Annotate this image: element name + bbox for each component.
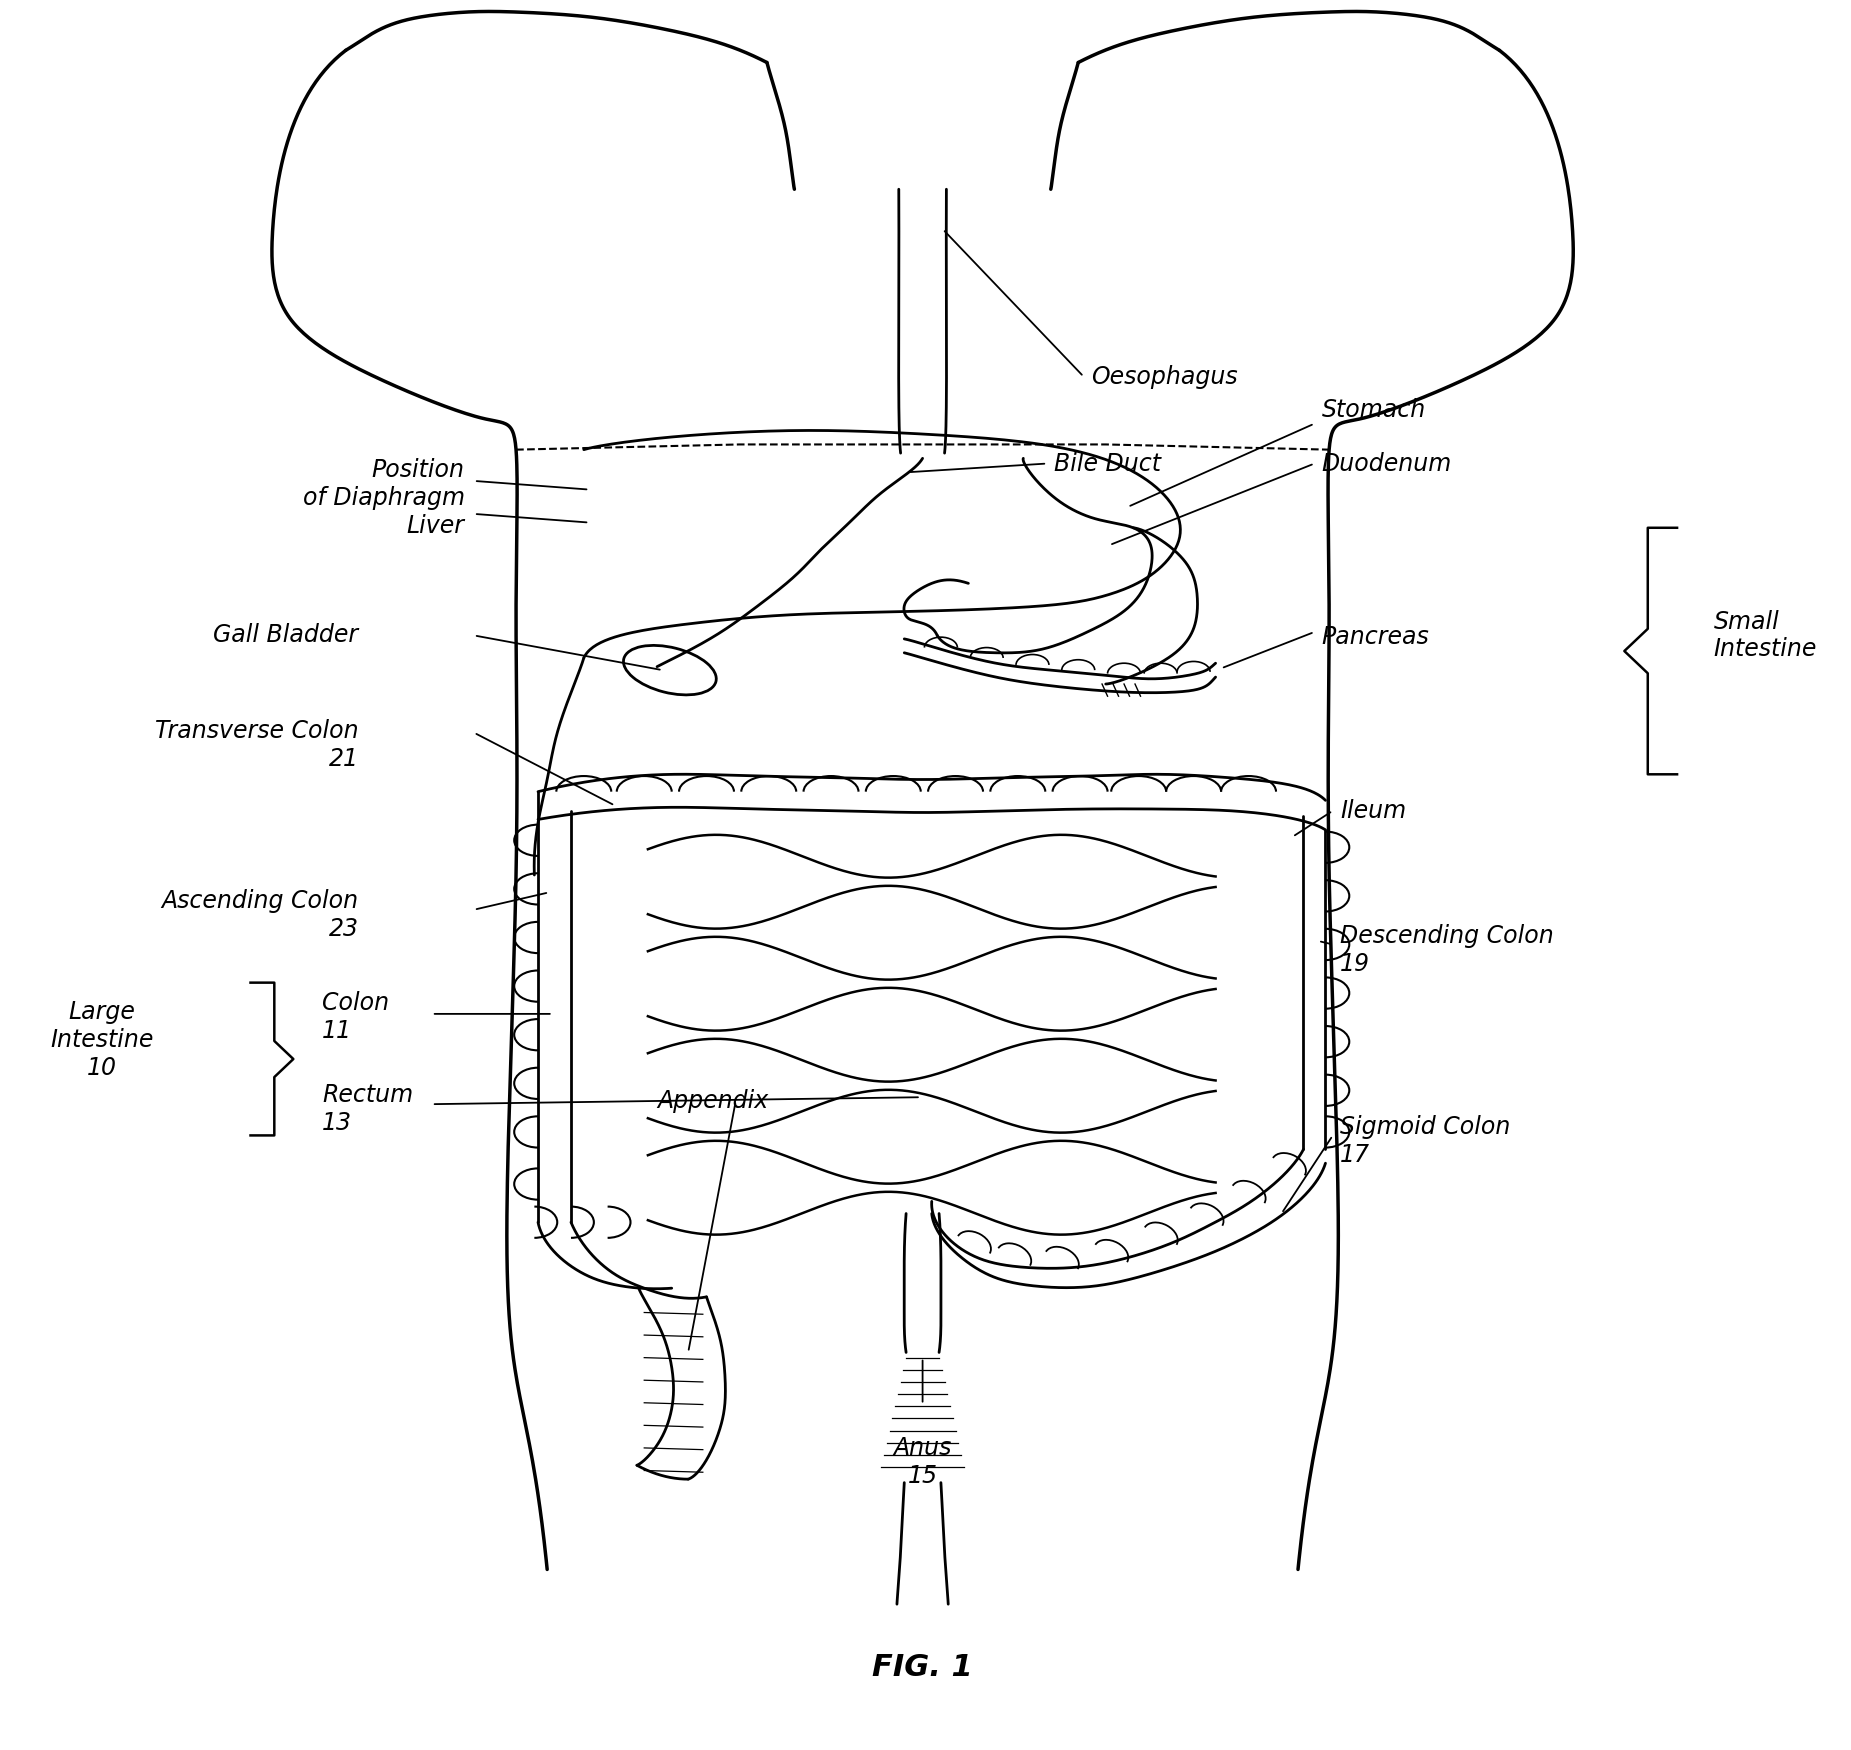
Text: Small
Intestine: Small Intestine: [1714, 609, 1818, 662]
Ellipse shape: [624, 646, 716, 695]
Text: Transverse Colon
21: Transverse Colon 21: [155, 719, 359, 770]
Text: Descending Colon
19: Descending Colon 19: [1340, 924, 1553, 975]
Text: Position
of Diaphragm
Liver: Position of Diaphragm Liver: [304, 458, 465, 537]
Text: Large
Intestine
10: Large Intestine 10: [50, 1001, 154, 1080]
Text: Sigmoid Colon
17: Sigmoid Colon 17: [1340, 1115, 1510, 1167]
Text: Ileum: Ileum: [1340, 798, 1407, 822]
Text: Oesophagus: Oesophagus: [1090, 364, 1238, 388]
Text: Pancreas: Pancreas: [1322, 625, 1429, 649]
Text: FIG. 1: FIG. 1: [872, 1654, 974, 1682]
Text: Colon
11: Colon 11: [322, 992, 389, 1043]
Text: Rectum
13: Rectum 13: [322, 1083, 413, 1136]
Text: Ascending Colon
23: Ascending Colon 23: [161, 889, 359, 942]
Text: Stomach: Stomach: [1322, 397, 1425, 422]
Text: Duodenum: Duodenum: [1322, 452, 1451, 476]
Text: Anus
15: Anus 15: [894, 1435, 951, 1488]
Text: Bile Duct: Bile Duct: [1055, 452, 1161, 476]
Text: Appendix: Appendix: [657, 1088, 768, 1113]
Text: Gall Bladder: Gall Bladder: [213, 623, 359, 648]
